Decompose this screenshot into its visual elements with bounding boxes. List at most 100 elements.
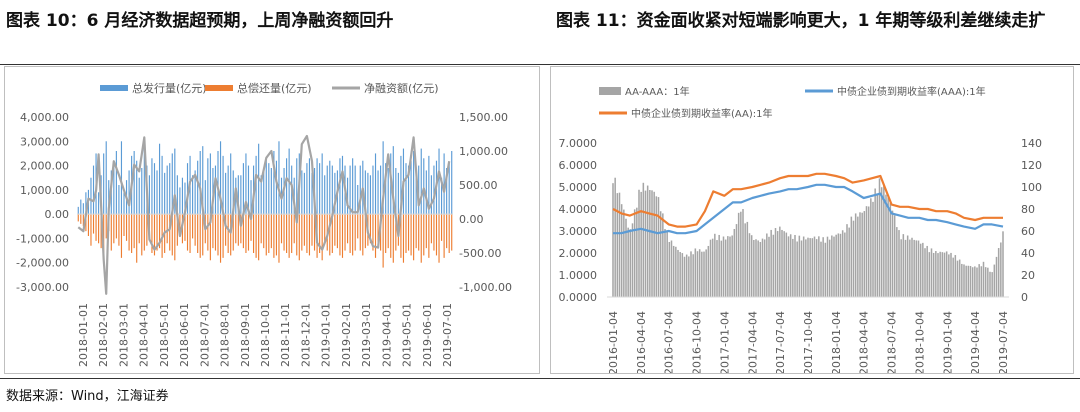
repay-bar xyxy=(276,214,277,255)
spread-bar xyxy=(679,252,681,297)
spread-bar xyxy=(950,253,952,297)
issue-bar xyxy=(367,173,368,214)
spread-bar xyxy=(621,204,623,297)
repay-bar xyxy=(283,214,284,250)
x-tick-label: 2019-05-01 xyxy=(401,303,414,367)
repay-bar xyxy=(385,214,386,253)
spread-bar xyxy=(924,248,926,297)
issue-bar xyxy=(398,173,399,214)
top-rule xyxy=(0,64,1080,65)
repay-bar xyxy=(403,214,404,263)
spread-bar xyxy=(699,249,701,297)
spread-bar xyxy=(718,235,720,297)
issue-bar xyxy=(225,173,226,214)
repay-bar xyxy=(266,214,267,255)
repay-bar xyxy=(350,214,351,253)
spread-bar xyxy=(766,233,768,297)
repay-bar xyxy=(446,214,447,248)
spread-bar xyxy=(660,211,662,297)
spread-bar xyxy=(770,230,772,297)
spread-bar xyxy=(879,178,881,297)
issue-bar xyxy=(169,163,170,214)
spread-bar xyxy=(705,249,707,297)
spread-bar xyxy=(911,238,913,297)
issue-bar xyxy=(240,175,241,214)
spread-bar xyxy=(970,266,972,297)
x-tick-label: 2016-04-04 xyxy=(635,311,648,373)
spread-bar xyxy=(1000,242,1002,297)
repay-bar xyxy=(388,214,389,248)
spread-bar xyxy=(617,193,619,297)
spread-bar xyxy=(948,254,950,297)
x-tick-label: 2017-10-04 xyxy=(802,311,815,373)
y-left-tick-label: 0.00 xyxy=(45,208,70,221)
issue-bar xyxy=(332,166,333,215)
issue-bar xyxy=(167,166,168,215)
spread-bar xyxy=(812,238,814,297)
x-tick-label: 2018-10-04 xyxy=(913,311,926,373)
spread-bar xyxy=(994,265,996,297)
issue-bar xyxy=(375,153,376,214)
repay-bar xyxy=(360,214,361,250)
issue-bar xyxy=(438,149,439,215)
spread-bar xyxy=(909,240,911,297)
issue-bar xyxy=(139,178,140,214)
repay-bar xyxy=(174,214,175,260)
x-tick-label: 2018-01-01 xyxy=(77,303,90,367)
issue-bar xyxy=(156,170,157,214)
spread-bar xyxy=(959,260,961,297)
spread-bar xyxy=(742,209,744,297)
repay-bar xyxy=(268,214,269,253)
issue-bar xyxy=(179,187,180,214)
issue-bar xyxy=(268,163,269,214)
issue-bar xyxy=(103,153,104,214)
y-right-tick-label: 20 xyxy=(1021,269,1035,282)
spread-bar xyxy=(809,238,811,297)
repay-bar xyxy=(261,214,262,243)
issue-bar xyxy=(317,158,318,214)
x-tick-label: 2018-06-01 xyxy=(178,303,191,367)
spread-bar xyxy=(807,238,809,297)
spread-bar xyxy=(978,264,980,297)
issue-bar xyxy=(162,156,163,214)
y-right-tick-label: 0.00 xyxy=(459,213,484,226)
spread-bar xyxy=(981,266,983,297)
spread-bar xyxy=(792,239,794,297)
spread-bar xyxy=(712,239,714,297)
issue-bar xyxy=(355,166,356,215)
legend-label-2: 净融资额(亿元) xyxy=(364,81,439,95)
y-left-tick-label: 5.0000 xyxy=(559,181,598,194)
spread-bar xyxy=(701,252,703,297)
repay-bar xyxy=(421,214,422,263)
issue-bar xyxy=(276,161,277,214)
y-left-tick-label: -1,000.00 xyxy=(16,232,69,245)
spread-bar xyxy=(916,240,918,297)
x-tick-label: 2019-01-04 xyxy=(941,311,954,373)
spread-bar xyxy=(662,213,664,297)
repay-bar xyxy=(212,214,213,248)
spread-bar xyxy=(833,237,835,297)
repay-bar xyxy=(131,214,132,253)
issue-bar xyxy=(210,153,211,214)
spread-bar xyxy=(861,213,863,297)
y-right-tick-label: -1,000.00 xyxy=(459,281,512,294)
issue-bar xyxy=(309,158,310,214)
spread-bar xyxy=(827,237,829,297)
spread-bar xyxy=(866,206,868,297)
spread-bar xyxy=(907,236,909,297)
y-left-tick-label: 7.0000 xyxy=(559,137,598,150)
spread-bar xyxy=(788,236,790,297)
spread-bar xyxy=(751,235,753,297)
spread-bar xyxy=(937,253,939,297)
repay-bar xyxy=(144,214,145,250)
spread-bar xyxy=(887,197,889,297)
issue-bar xyxy=(413,151,414,214)
repay-bar xyxy=(438,214,439,263)
repay-bar xyxy=(451,214,452,250)
repay-bar xyxy=(436,214,437,255)
x-tick-label: 2019-01-01 xyxy=(320,303,333,367)
repay-bar xyxy=(139,214,140,243)
x-tick-label: 2018-09-01 xyxy=(239,303,252,367)
repay-bar xyxy=(93,214,94,233)
repay-bar xyxy=(123,214,124,236)
